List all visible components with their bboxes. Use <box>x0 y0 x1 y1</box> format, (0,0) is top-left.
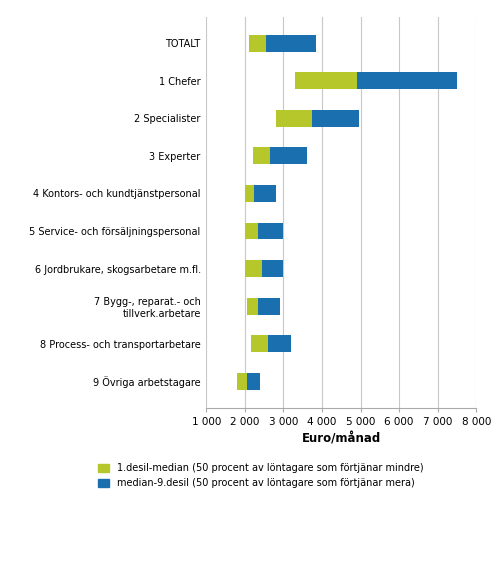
Bar <box>248 35 266 52</box>
Legend: 1.desil-median (50 procent av löntagare som förtjänar mindre), median-9.desil (5: 1.desil-median (50 procent av löntagare … <box>98 463 424 488</box>
Bar <box>250 335 268 352</box>
Bar <box>237 373 246 390</box>
Bar <box>246 373 260 390</box>
Bar <box>356 72 457 89</box>
Bar <box>246 298 258 315</box>
Bar <box>268 335 291 352</box>
Bar <box>275 110 312 127</box>
Bar <box>295 72 356 89</box>
Bar <box>245 222 258 239</box>
Bar <box>270 147 306 164</box>
Bar <box>262 260 283 277</box>
Bar <box>258 222 283 239</box>
Bar <box>258 298 279 315</box>
Bar <box>254 185 275 202</box>
Bar <box>245 185 254 202</box>
Bar <box>266 35 316 52</box>
Bar <box>252 147 270 164</box>
Bar <box>312 110 358 127</box>
X-axis label: Euro/månad: Euro/månad <box>301 432 381 445</box>
Bar <box>245 260 262 277</box>
